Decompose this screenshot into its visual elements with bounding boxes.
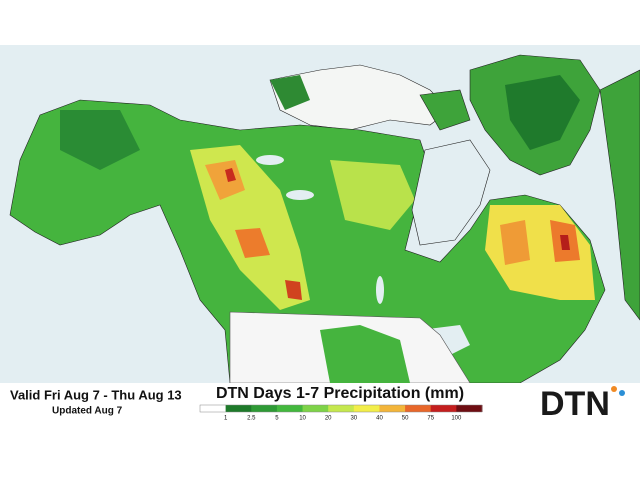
alberta-spot bbox=[285, 280, 302, 300]
legend-border bbox=[199, 404, 483, 413]
legend-tick-label: 50 bbox=[402, 416, 409, 422]
legend-swatch bbox=[379, 405, 406, 412]
iceland-region bbox=[599, 69, 640, 321]
logo-dot bbox=[619, 390, 625, 396]
central-yellow bbox=[330, 160, 415, 230]
legend-tick-label: 40 bbox=[376, 416, 383, 422]
legend-tick-label: 20 bbox=[325, 416, 332, 422]
legend-tick-label: 2.5 bbox=[247, 416, 256, 422]
legend-tick-label: 100 bbox=[451, 416, 462, 422]
lake bbox=[256, 155, 284, 165]
legend-swatch bbox=[276, 405, 304, 412]
valid-text: Valid Fri Aug 7 - Thu Aug 13 bbox=[10, 387, 182, 402]
legend-swatch bbox=[225, 405, 252, 412]
bc-spot bbox=[235, 228, 270, 258]
alaska-wet bbox=[60, 110, 140, 170]
lake bbox=[376, 276, 384, 304]
legend-tick-label: 5 bbox=[275, 416, 279, 422]
updated-text: Updated Aug 7 bbox=[52, 406, 123, 417]
legend-tick-label: 10 bbox=[299, 416, 306, 422]
logo: DTN bbox=[540, 385, 610, 423]
legend-swatch bbox=[251, 405, 278, 412]
legend-swatch bbox=[302, 405, 329, 412]
hudson-bay bbox=[411, 139, 491, 246]
legend-tick-label: 1 bbox=[224, 416, 228, 422]
yukon-spot bbox=[205, 160, 245, 200]
yukon-peak bbox=[225, 168, 236, 182]
legend-swatch bbox=[405, 405, 432, 412]
legend-tick-label: 30 bbox=[350, 416, 357, 422]
legend-swatch bbox=[200, 405, 227, 412]
legend-swatch bbox=[456, 405, 483, 412]
lake bbox=[286, 190, 314, 200]
legend-swatch bbox=[430, 405, 457, 412]
arctic-green bbox=[270, 75, 310, 110]
quebec-peak bbox=[560, 235, 570, 250]
us-green bbox=[320, 325, 410, 383]
greenland-wet bbox=[505, 75, 580, 150]
info-bar bbox=[0, 383, 640, 425]
baffin bbox=[419, 89, 471, 131]
map-title: DTN Days 1-7 Precipitation (mm) bbox=[216, 385, 464, 402]
legend-swatch bbox=[328, 405, 355, 412]
legend-swatch bbox=[353, 405, 380, 412]
quebec-spot-a bbox=[500, 220, 530, 265]
legend-tick-label: 75 bbox=[427, 416, 434, 422]
logo-dot bbox=[611, 386, 617, 392]
legend: 1 2.5 5 10 20 30 40 50 75 100 bbox=[199, 404, 483, 422]
